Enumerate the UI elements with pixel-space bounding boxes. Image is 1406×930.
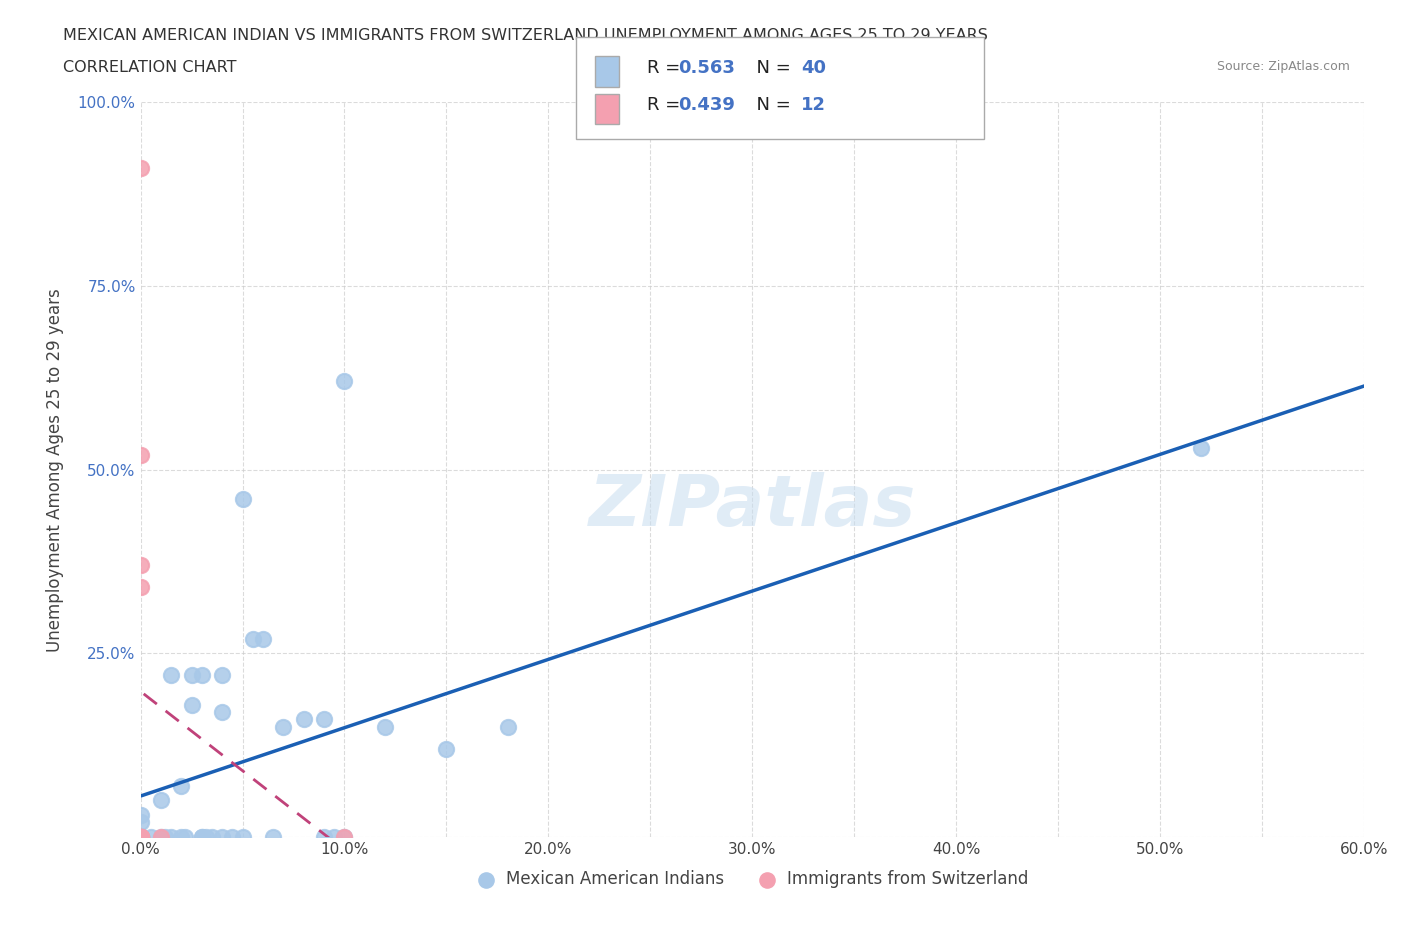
Point bbox=[221, 830, 243, 844]
Point bbox=[129, 830, 152, 844]
Text: MEXICAN AMERICAN INDIAN VS IMMIGRANTS FROM SWITZERLAND UNEMPLOYMENT AMONG AGES 2: MEXICAN AMERICAN INDIAN VS IMMIGRANTS FR… bbox=[63, 28, 988, 43]
Point bbox=[191, 830, 214, 844]
Point bbox=[231, 492, 254, 507]
Point bbox=[139, 830, 162, 844]
Point bbox=[191, 668, 214, 683]
Point bbox=[170, 778, 193, 793]
Point bbox=[129, 161, 152, 176]
Point bbox=[271, 720, 295, 735]
Point bbox=[333, 830, 356, 844]
Y-axis label: Unemployment Among Ages 25 to 29 years: Unemployment Among Ages 25 to 29 years bbox=[46, 287, 63, 652]
Point bbox=[242, 631, 264, 646]
Text: 40: 40 bbox=[801, 59, 827, 76]
Point bbox=[252, 631, 274, 646]
Point bbox=[323, 830, 346, 844]
Point bbox=[262, 830, 284, 844]
Text: ZIPatlas: ZIPatlas bbox=[589, 472, 915, 541]
Legend: Mexican American Indians, Immigrants from Switzerland: Mexican American Indians, Immigrants fro… bbox=[470, 863, 1035, 895]
Text: N =: N = bbox=[745, 96, 797, 113]
Point bbox=[194, 830, 217, 844]
Point bbox=[211, 830, 233, 844]
Point bbox=[129, 830, 152, 844]
Point bbox=[129, 815, 152, 830]
Point bbox=[436, 741, 458, 756]
Point bbox=[129, 830, 152, 844]
Point bbox=[129, 830, 152, 844]
Point bbox=[374, 720, 396, 735]
Text: R =: R = bbox=[647, 59, 686, 76]
Text: R =: R = bbox=[647, 96, 686, 113]
Point bbox=[231, 830, 254, 844]
Text: 0.439: 0.439 bbox=[678, 96, 734, 113]
Point bbox=[312, 712, 335, 727]
Point bbox=[129, 830, 152, 844]
Point bbox=[191, 830, 214, 844]
Point bbox=[292, 712, 315, 727]
Point bbox=[333, 374, 356, 389]
Point bbox=[129, 558, 152, 573]
Text: CORRELATION CHART: CORRELATION CHART bbox=[63, 60, 236, 75]
Point bbox=[333, 830, 356, 844]
Point bbox=[129, 830, 152, 844]
Text: 12: 12 bbox=[801, 96, 827, 113]
Point bbox=[150, 792, 172, 807]
Point bbox=[174, 830, 197, 844]
Point bbox=[160, 830, 183, 844]
Point bbox=[160, 668, 183, 683]
Point bbox=[129, 830, 152, 844]
Point bbox=[129, 579, 152, 594]
Point bbox=[150, 830, 172, 844]
Text: N =: N = bbox=[745, 59, 797, 76]
Point bbox=[180, 668, 202, 683]
Text: Source: ZipAtlas.com: Source: ZipAtlas.com bbox=[1216, 60, 1350, 73]
Text: 0.563: 0.563 bbox=[678, 59, 734, 76]
Point bbox=[496, 720, 519, 735]
Point bbox=[153, 830, 176, 844]
Point bbox=[129, 807, 152, 822]
Point bbox=[211, 668, 233, 683]
Point bbox=[201, 830, 224, 844]
Point bbox=[129, 447, 152, 462]
Point bbox=[180, 698, 202, 712]
Point bbox=[170, 830, 193, 844]
Point bbox=[150, 830, 172, 844]
Point bbox=[1189, 440, 1212, 455]
Point bbox=[312, 830, 335, 844]
Point bbox=[211, 705, 233, 720]
Point bbox=[129, 830, 152, 844]
